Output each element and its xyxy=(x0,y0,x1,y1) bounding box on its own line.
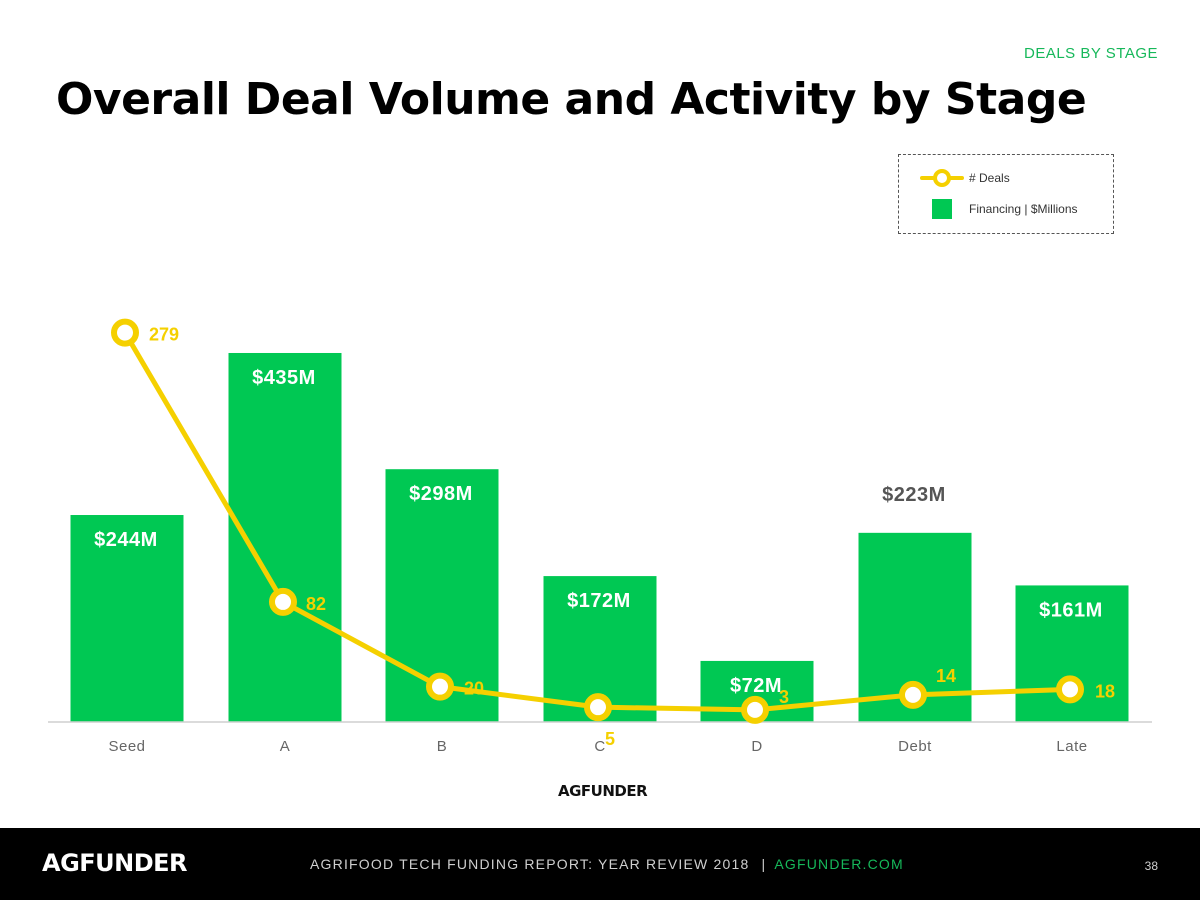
deals-point-b xyxy=(426,672,454,701)
deals-value-label-c: 5 xyxy=(605,729,615,749)
tick-label-c: C xyxy=(594,738,605,755)
deals-value-label-seed: 279 xyxy=(149,325,179,345)
deals-value-label-a: 82 xyxy=(306,594,326,614)
bar-value-label-d: $72M xyxy=(730,675,782,697)
agfunder-watermark-logo: AGFUNDER xyxy=(558,782,648,800)
page-title: Overall Deal Volume and Activity by Stag… xyxy=(56,74,1087,125)
bar-value-label-c: $172M xyxy=(567,590,631,612)
bar-seed xyxy=(70,515,184,722)
deals-point-a xyxy=(269,587,297,616)
deals-point-late xyxy=(1056,675,1084,704)
footer-logo: AGFUNDER xyxy=(42,849,188,877)
chart-legend: # Deals Financing | $Millions xyxy=(898,154,1114,234)
deals-value-label-late: 18 xyxy=(1095,681,1115,701)
tick-label-debt: Debt xyxy=(898,738,932,755)
line-marker-icon xyxy=(915,168,969,188)
footer-report: AGRIFOOD TECH FUNDING REPORT: YEAR REVIE… xyxy=(310,856,750,872)
deals-point-debt xyxy=(899,680,927,709)
legend-item-deals: # Deals xyxy=(899,168,1010,188)
bar-value-label-b: $298M xyxy=(409,483,473,505)
deals-by-stage-chart: Seed A B C D Debt Late $244M $435M $298M $172M $72M… xyxy=(48,318,1152,755)
footer-site-link[interactable]: AGFUNDER.COM xyxy=(774,856,904,872)
bar-value-label-late: $161M xyxy=(1039,599,1103,621)
footer-bar: AGFUNDER AGRIFOOD TECH FUNDING REPORT: Y… xyxy=(0,828,1200,900)
deals-value-label-d: 3 xyxy=(779,687,789,707)
bar-swatch-icon xyxy=(932,199,952,219)
tick-label-a: A xyxy=(280,738,291,755)
legend-item-financing: Financing | $Millions xyxy=(899,199,1078,219)
deals-point-seed xyxy=(111,318,139,347)
bar-value-label-seed: $244M xyxy=(94,529,158,551)
section-tag: DEALS BY STAGE xyxy=(1024,45,1158,62)
bar-value-label-debt: $223M xyxy=(882,484,946,506)
tick-label-d: D xyxy=(751,738,762,755)
tick-label-seed: Seed xyxy=(108,738,145,755)
deals-value-label-debt: 14 xyxy=(936,666,956,686)
footer-separator: | xyxy=(761,856,767,872)
bar-value-label-a: $435M xyxy=(252,367,316,389)
legend-label-financing: Financing | $Millions xyxy=(969,202,1078,216)
tick-label-late: Late xyxy=(1056,738,1087,755)
deals-point-d xyxy=(741,695,769,724)
legend-label-deals: # Deals xyxy=(969,171,1010,185)
page-number: 38 xyxy=(1144,859,1158,873)
deals-value-label-b: 20 xyxy=(464,679,484,699)
tick-label-b: B xyxy=(437,738,448,755)
deals-point-c xyxy=(584,693,612,722)
footer-report-title: AGRIFOOD TECH FUNDING REPORT: YEAR REVIE… xyxy=(310,856,904,872)
